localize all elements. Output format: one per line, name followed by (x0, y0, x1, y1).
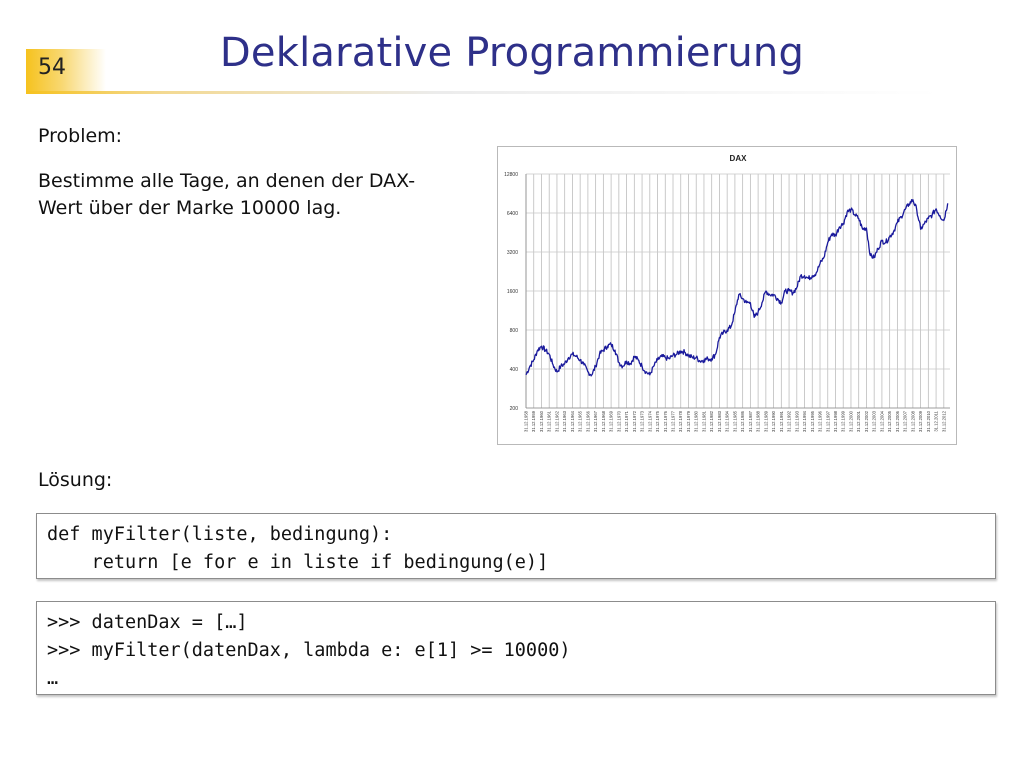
x-tick-label: 31.12.1984 (725, 410, 730, 432)
x-tick-label: 31.12.1974 (647, 410, 652, 432)
x-tick-label: 31.12.1969 (609, 410, 614, 432)
x-tick-label: 31.12.1973 (640, 410, 645, 432)
x-tick-label: 31.12.2008 (910, 410, 915, 432)
code-line: def myFilter(liste, bedingung): (47, 524, 393, 545)
x-tick-label: 31.12.1998 (833, 410, 838, 432)
x-tick-label: 31.12.1962 (554, 410, 559, 432)
x-tick-label: 31.12.2011 (934, 410, 939, 431)
x-tick-label: 31.12.1959 (531, 410, 536, 432)
y-tick-label: 12800 (504, 172, 518, 178)
x-tick-label: 31.12.1963 (562, 410, 567, 432)
x-tick-label: 31.12.1972 (632, 410, 637, 432)
x-tick-label: 31.12.1975 (655, 410, 660, 432)
y-tick-label: 1600 (507, 289, 518, 295)
code-line: >>> datenDax = […] (47, 612, 248, 633)
x-tick-label: 31.12.1964 (570, 410, 575, 432)
x-tick-label: 31.12.2007 (903, 410, 908, 432)
x-tick-label: 31.12.2010 (926, 410, 931, 432)
dax-chart: DAX 31.12.1958 31.12.1959 31.12.1960 31.12.1… (497, 146, 957, 445)
x-tick-label: 31.12.1996 (818, 410, 823, 432)
x-tick-label: 31.12.1971 (624, 410, 629, 432)
x-tick-label: 31.12.1965 (578, 410, 583, 432)
x-tick-label: 31.12.1985 (732, 410, 737, 432)
x-tick-label: 31.12.1992 (787, 410, 792, 432)
x-tick-label: 31.12.1982 (709, 410, 714, 432)
x-tick-label: 31.12.1970 (616, 410, 621, 432)
x-tick-label: 31.12.2001 (856, 410, 861, 432)
chart-title: DAX (730, 154, 748, 163)
x-tick-label: 31.12.1983 (717, 410, 722, 432)
x-tick-label: 31.12.1967 (593, 410, 598, 432)
code-line: return [e for e in liste if bedingung(e)… (47, 552, 549, 573)
code-block-definition: def myFilter(liste, bedingung): return [… (36, 513, 996, 579)
x-tick-label: 31.12.2002 (864, 410, 869, 432)
slide-number-badge: 54 (26, 49, 106, 91)
dax-series-line (525, 199, 949, 377)
x-tick-label: 31.12.1979 (686, 410, 691, 432)
y-tick-label: 3200 (507, 250, 518, 256)
x-tick-label: 31.12.1958 (524, 410, 529, 432)
x-tick-label: 31.12.1994 (802, 410, 807, 432)
x-tick-label: 31.12.2003 (872, 410, 877, 432)
solution-label: Lösung: (38, 469, 113, 491)
x-tick-label: 31.12.1991 (779, 410, 784, 432)
x-tick-label: 31.12.1976 (663, 410, 668, 432)
y-tick-label: 200 (510, 406, 519, 412)
y-tick-label: 6400 (507, 211, 518, 217)
x-tick-label: 31.12.1968 (601, 410, 606, 432)
x-tick-label: 31.12.1999 (841, 410, 846, 432)
x-tick-label: 31.12.2006 (895, 410, 900, 432)
y-tick-label: 400 (510, 367, 519, 373)
x-tick-label: 31.12.2000 (848, 410, 853, 432)
y-tick-label: 800 (510, 328, 519, 334)
x-tick-label: 31.12.2012 (941, 410, 946, 432)
slide-title: Deklarative Programmierung (219, 30, 805, 76)
x-tick-label: 31.12.1997 (825, 410, 830, 432)
x-tick-label: 31.12.2009 (918, 410, 923, 432)
problem-text-line-1: Bestimme alle Tage, an denen der DAX- (38, 170, 416, 192)
x-tick-label: 31.12.1980 (694, 410, 699, 432)
x-tick-label: 31.12.2005 (887, 410, 892, 432)
x-tick-label: 31.12.1988 (756, 410, 761, 432)
x-tick-label: 31.12.1977 (671, 410, 676, 432)
code-line: >>> myFilter(datenDax, lambda e: e[1] >=… (47, 640, 571, 661)
slide-number: 54 (38, 55, 66, 80)
title-underline (26, 91, 940, 94)
x-tick-label: 31.12.1986 (740, 410, 745, 432)
x-tick-label: 31.12.1961 (547, 410, 552, 432)
x-tick-label: 31.12.1960 (539, 410, 544, 432)
code-line: … (47, 668, 59, 689)
x-tick-label: 31.12.1993 (794, 410, 799, 432)
x-tick-label: 31.12.1981 (701, 410, 706, 432)
x-tick-label: 31.12.1989 (763, 410, 768, 432)
x-tick-label: 31.12.1995 (810, 410, 815, 432)
x-tick-label: 31.12.2004 (879, 410, 884, 432)
x-tick-label: 31.12.1987 (748, 410, 753, 432)
code-block-usage: >>> datenDax = […] >>> myFilter(datenDax… (36, 601, 996, 695)
x-tick-label: 31.12.1990 (771, 410, 776, 432)
x-tick-label: 31.12.1966 (585, 410, 590, 432)
x-tick-label: 31.12.1978 (678, 410, 683, 432)
problem-label: Problem: (38, 125, 123, 147)
problem-text-line-2: Wert über der Marke 10000 lag. (38, 197, 342, 219)
